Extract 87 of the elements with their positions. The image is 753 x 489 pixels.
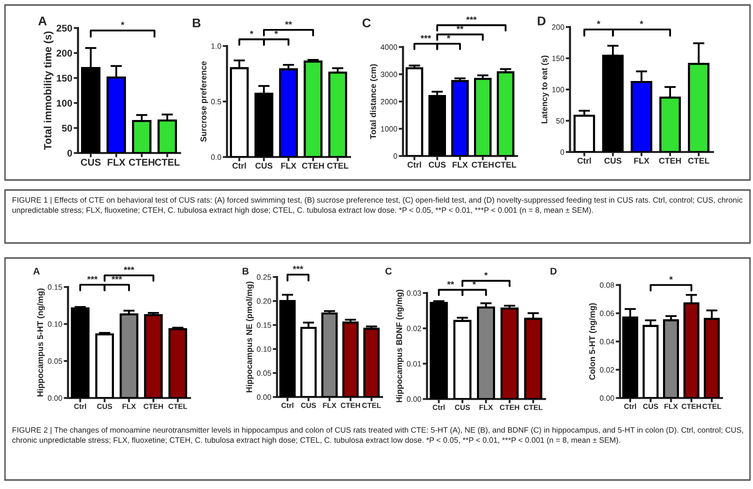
text: *	[640, 20, 644, 24]
y-axis-title: Total immobility time (s)	[44, 32, 54, 150]
text: *	[596, 20, 600, 24]
text: **	[447, 281, 454, 285]
x-tick-label: CTEL	[688, 158, 710, 164]
chart-title: A	[38, 16, 47, 26]
text: *	[669, 276, 673, 280]
chart-title: B	[192, 18, 200, 28]
y-axis-title: Latency to eat (s)	[541, 56, 549, 124]
x-tick-label: FLX	[108, 158, 126, 166]
bar	[328, 72, 348, 157]
x-tick-label: FLX	[452, 162, 468, 168]
bar	[451, 80, 469, 156]
bar	[95, 333, 114, 398]
text: ***	[420, 35, 432, 38]
bar	[304, 60, 323, 157]
x-tick-label: FLX	[634, 158, 650, 164]
y-axis-title: Colon 5-HT (ng/mg)	[588, 303, 597, 380]
x-tick-label: CUS	[428, 162, 446, 168]
y-axis-title: Hippocampus BDNF (ng/mg)	[396, 290, 404, 402]
x-tick-label: CTEH	[472, 162, 494, 168]
bar	[474, 78, 492, 156]
bar	[168, 328, 188, 398]
text: *	[472, 281, 476, 285]
x-tick-label: CTEL	[327, 162, 348, 169]
text: *	[446, 35, 450, 38]
text: ***	[87, 276, 98, 280]
text: **	[456, 26, 464, 30]
bar	[158, 119, 177, 153]
text: ***	[466, 16, 477, 20]
x-tick-label: CTEL	[495, 162, 516, 168]
x-tick-label: CUS	[80, 158, 101, 166]
bar	[144, 314, 163, 398]
text: ***	[124, 266, 134, 270]
x-tick-label: CTEH	[659, 158, 681, 164]
chart-title: D	[538, 16, 546, 26]
bar	[279, 300, 296, 397]
x-tick-label: Ctrl	[577, 158, 591, 164]
bar	[500, 308, 519, 399]
y-axis-title: Surcrose preference	[200, 61, 208, 142]
chart-title: C	[385, 268, 392, 275]
bar	[321, 312, 338, 397]
y-tick-label: 150	[56, 74, 72, 82]
x-tick-label: CUS	[604, 158, 622, 164]
x-tick-label: Ctrl	[232, 162, 246, 169]
text: ***	[292, 266, 304, 270]
bar	[70, 307, 90, 398]
chart-title: B	[242, 268, 249, 275]
bar	[574, 114, 596, 152]
bar	[453, 320, 472, 399]
y-tick-label: 50	[62, 124, 72, 132]
bar	[279, 68, 298, 157]
bar	[428, 95, 446, 156]
text: *	[274, 30, 278, 34]
bar	[300, 326, 317, 397]
y-axis-title: Hippocampus NE (pmol/mg)	[246, 282, 254, 392]
x-tick-label: Ctrl	[408, 162, 421, 168]
text: *	[250, 30, 254, 34]
text: **	[285, 21, 292, 25]
text: *	[484, 272, 488, 276]
bar	[524, 318, 542, 399]
bar	[342, 322, 359, 397]
x-tick-label: CUS	[255, 162, 272, 169]
chart-title: C	[362, 18, 371, 28]
x-tick-label: CTEL	[154, 158, 180, 166]
y-tick-label: 200	[56, 50, 72, 57]
bar	[663, 319, 679, 398]
x-tick-label: FLX	[281, 162, 296, 169]
x-tick-label: CTEH	[128, 158, 154, 166]
chart-title: D	[550, 268, 557, 275]
text: ***	[112, 276, 122, 280]
bar	[363, 328, 380, 397]
y-axis-title: Total distance (cm)	[370, 64, 378, 140]
bar	[132, 120, 152, 153]
chart-title: A	[33, 268, 40, 275]
bar	[476, 306, 496, 399]
x-tick-label: CTEH	[302, 162, 324, 169]
y-tick-label: 0	[67, 150, 72, 157]
bar	[430, 302, 448, 399]
bar	[496, 71, 514, 156]
bar	[642, 324, 659, 398]
bar	[406, 67, 424, 156]
y-axis-title: Hippocampus 5-HT (ng/mg)	[36, 288, 45, 396]
text: *	[120, 22, 124, 26]
y-tick-label: 250	[56, 24, 72, 32]
y-tick-label: 100	[56, 100, 72, 107]
bar	[120, 313, 138, 398]
